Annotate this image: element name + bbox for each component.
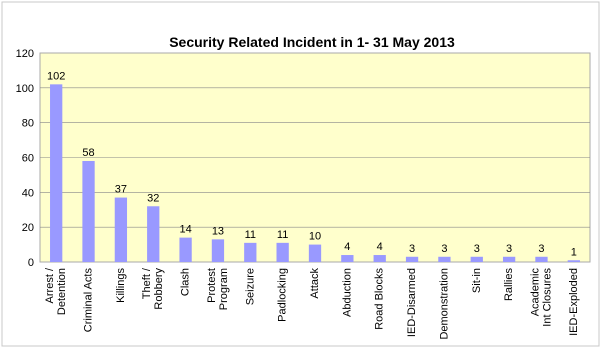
value-label: 58	[82, 147, 94, 159]
x-tick-label-line: Academic	[529, 268, 541, 317]
y-tick-label: 60	[22, 153, 34, 165]
x-tick-label: IED-Disarmed	[406, 268, 418, 337]
x-tick-label-line: IED-Disarmed	[406, 268, 418, 337]
x-tick-label: Abduction	[341, 268, 353, 317]
value-label: 4	[344, 241, 350, 253]
value-label: 11	[277, 229, 288, 241]
value-label: 32	[147, 192, 159, 204]
bar	[147, 206, 159, 262]
value-label: 11	[245, 229, 256, 241]
x-tick-label: Demonstration	[438, 268, 450, 340]
x-tick-label-line: Theft /	[141, 267, 153, 299]
x-tick-label: Clash	[180, 268, 192, 296]
x-tick-label-line: Protest	[206, 268, 218, 303]
x-tick-label-line: Road Blocks	[374, 268, 386, 330]
x-tick-label: Road Blocks	[374, 268, 386, 330]
x-tick-label-line: Int Closures	[541, 268, 553, 327]
x-tick-label-line: Padlocking	[277, 268, 289, 322]
value-label: 1	[571, 246, 577, 258]
bar	[471, 257, 483, 262]
value-label: 3	[441, 243, 447, 255]
bar	[244, 243, 256, 262]
value-label: 3	[506, 243, 512, 255]
value-label: 3	[538, 243, 544, 255]
x-tick-label: Criminal Acts	[83, 268, 95, 333]
value-label: 37	[115, 184, 127, 196]
bar	[568, 260, 580, 262]
x-tick-label: IED-Exploded	[568, 268, 580, 336]
bar	[309, 245, 321, 262]
x-tick-label-line: Killings	[115, 268, 127, 303]
x-tick-label-line: Robbery	[153, 268, 165, 310]
y-tick-label: 40	[22, 187, 34, 199]
y-tick-label: 100	[16, 83, 34, 95]
bar	[406, 257, 418, 262]
x-tick-label-line: Sit-in	[471, 268, 483, 293]
bar	[50, 84, 62, 262]
x-tick-label: Seizure	[244, 268, 256, 305]
bar	[82, 161, 94, 262]
value-label: 10	[309, 231, 321, 243]
y-tick-label: 20	[22, 222, 34, 234]
x-tick-label-line: Rallies	[503, 268, 515, 302]
bar	[115, 198, 127, 262]
value-label: 13	[212, 225, 224, 237]
bar	[374, 255, 386, 262]
value-label: 14	[179, 224, 191, 236]
x-tick-label-line: Demonstration	[438, 268, 450, 340]
value-label: 3	[474, 243, 480, 255]
bar	[341, 255, 353, 262]
x-tick-label-line: Arrest /	[44, 267, 56, 303]
x-tick-label-line: IED-Exploded	[568, 268, 580, 336]
y-tick-label: 120	[16, 48, 34, 60]
x-tick-label: Killings	[115, 268, 127, 303]
x-tick-label-line: Detention	[56, 268, 68, 315]
x-tick-label-line: Criminal Acts	[83, 268, 95, 333]
bar	[212, 239, 224, 262]
bar	[277, 243, 289, 262]
bar	[503, 257, 515, 262]
x-tick-label-line: Clash	[180, 268, 192, 296]
x-tick-label-line: Abduction	[341, 268, 353, 317]
x-tick-label: Attack	[309, 268, 321, 299]
bar	[179, 238, 191, 262]
value-label: 102	[47, 70, 65, 82]
x-tick-label-line: Program	[218, 268, 230, 310]
bar	[438, 257, 450, 262]
y-tick-label: 80	[22, 118, 34, 130]
value-label: 3	[409, 243, 415, 255]
x-tick-label: Padlocking	[277, 268, 289, 322]
x-tick-label: Rallies	[503, 268, 515, 302]
y-tick-label: 0	[28, 257, 34, 269]
bar	[535, 257, 547, 262]
value-label: 4	[377, 241, 383, 253]
x-tick-label: Sit-in	[471, 268, 483, 293]
x-tick-label-line: Attack	[309, 268, 321, 299]
x-tick-label-line: Seizure	[244, 268, 256, 305]
chart-title: Security Related Incident in 1- 31 May 2…	[169, 34, 455, 50]
